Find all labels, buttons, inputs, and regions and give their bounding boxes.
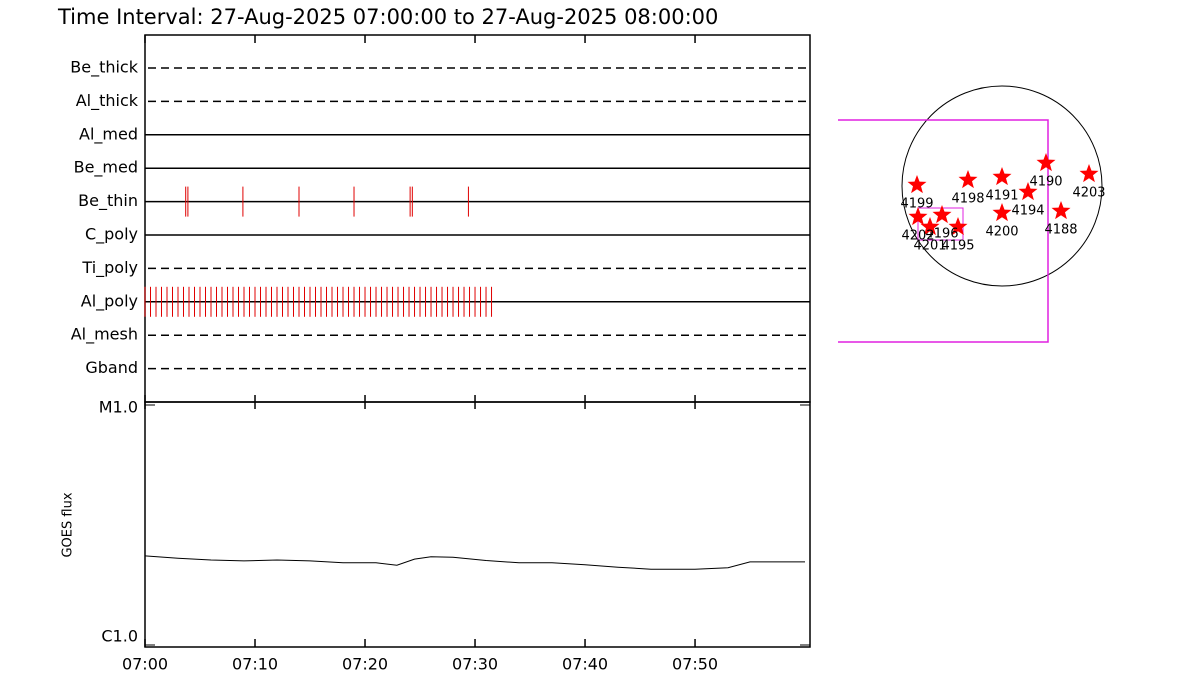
x-tick-label: 07:30 [452,655,498,674]
x-tick-label: 07:50 [672,655,718,674]
fov-box [838,119,1049,343]
goes-line [144,555,805,570]
row-label: Ti_poly [81,258,138,278]
region-label: 4203 [1072,186,1105,201]
row-label: Be_med [74,158,138,178]
y-tick-label: M1.0 [99,398,138,417]
row-label: Be_thick [70,58,138,78]
region-label: 4202 [901,229,934,244]
region-star [907,175,927,194]
region-label: 4190 [1029,175,1062,190]
row-label: Al_med [79,124,138,144]
timeline-frame [144,34,811,403]
y-axis-label: GOES flux [61,492,76,557]
region-star [920,217,940,236]
region-label: 4198 [951,192,984,207]
x-tick-label: 07:40 [562,655,608,674]
row-label: Al_thick [76,91,139,111]
row-label: Be_thin [78,191,138,211]
region-star [948,217,968,236]
region-label: 4201 [913,239,946,254]
region-label: 4195 [941,239,974,254]
region-label: 4188 [1044,223,1077,238]
row-label: C_poly [85,225,138,245]
x-tick-label: 07:00 [122,655,168,674]
row-label: Al_poly [81,291,138,311]
chart-title: Time Interval: 27-Aug-2025 07:00:00 to 2… [57,5,718,29]
region-label: 4200 [985,225,1018,240]
row-label: Gband [85,358,138,377]
y-tick-label: C1.0 [101,627,138,646]
region-star [1079,164,1099,183]
region-star [992,167,1012,186]
row-label: Al_mesh [71,325,138,345]
region-star [908,207,928,226]
region-star [1051,201,1071,220]
region-star [992,203,1012,222]
region-label: 4191 [985,189,1018,204]
region-label: 4194 [1011,204,1044,219]
x-tick-label: 07:20 [342,655,388,674]
region-star [1036,153,1056,172]
region-star [1018,182,1038,201]
x-tick-label: 07:10 [232,655,278,674]
solar-disk [901,85,1103,287]
region-label: 4199 [900,197,933,212]
region-star [958,170,978,189]
region-star [932,205,952,224]
goes-frame [144,401,811,648]
